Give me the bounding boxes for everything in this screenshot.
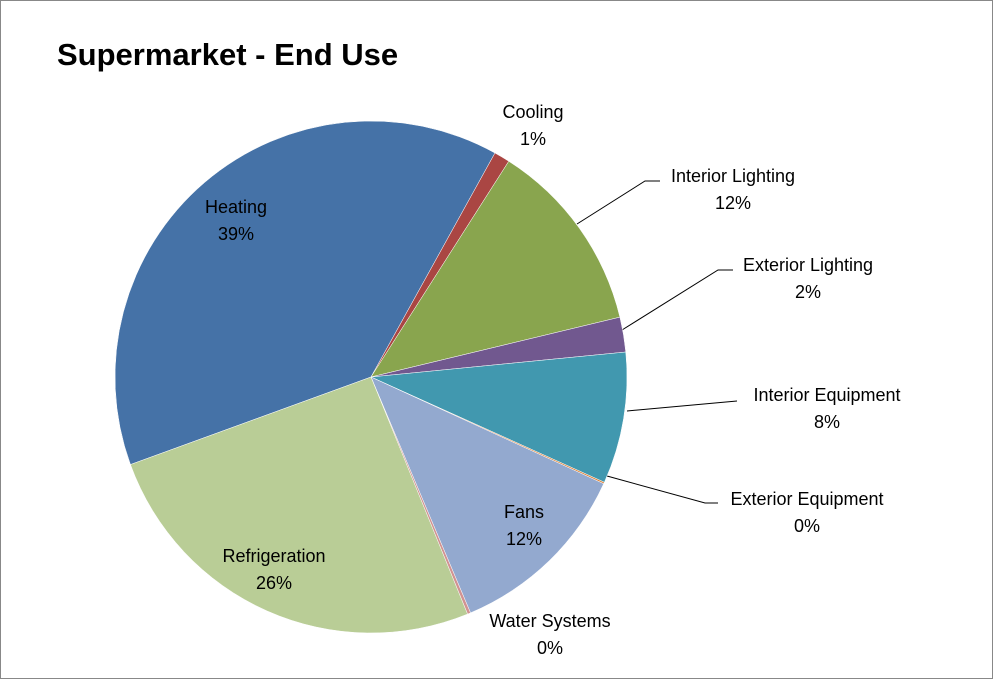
slice-value-label: 8% (814, 412, 840, 432)
slice-label: Refrigeration (222, 546, 325, 566)
slice-label: Exterior Equipment (730, 489, 883, 509)
leader-line (576, 180, 660, 225)
slice-label: Interior Lighting (671, 166, 795, 186)
slice-value-label: 0% (794, 516, 820, 536)
slice-label: Interior Equipment (753, 385, 900, 405)
slice-label: Heating (205, 197, 267, 217)
slice-value-label: 26% (256, 573, 292, 593)
leader-line (606, 475, 718, 504)
pie-slice (370, 376, 605, 614)
pie-slice (370, 351, 628, 483)
slice-value-label: 39% (218, 224, 254, 244)
slice-label: Fans (504, 502, 544, 522)
leader-line (621, 269, 733, 331)
slice-value-label: 1% (520, 129, 546, 149)
pie-slice (370, 160, 621, 378)
slice-value-label: 12% (715, 193, 751, 213)
slice-value-label: 0% (537, 638, 563, 658)
slice-label: Cooling (502, 102, 563, 122)
slice-value-label: 12% (506, 529, 542, 549)
slice-value-label: 2% (795, 282, 821, 302)
slice-label: Water Systems (489, 611, 610, 631)
leader-line (626, 400, 738, 412)
leader-lines (576, 180, 738, 504)
pie-slice (130, 376, 468, 634)
chart-title: Supermarket - End Use (57, 37, 398, 72)
pie-slice (114, 120, 496, 465)
slice-label: Exterior Lighting (743, 255, 873, 275)
